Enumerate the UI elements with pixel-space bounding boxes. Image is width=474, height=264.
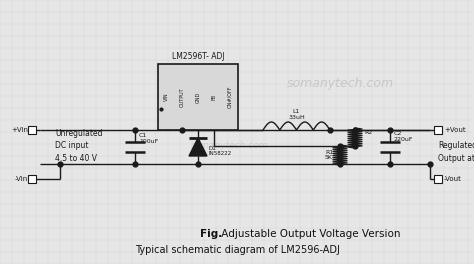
Text: R2: R2 [364,130,372,135]
Text: Fig.: Fig. [200,229,222,239]
Bar [434,175,442,183]
Text: +Vin: +Vin [11,127,28,133]
Text: -Vin: -Vin [15,176,28,182]
Text: R1
5K: R1 5K [325,150,333,161]
Text: Typical schematic diagram of LM2596-ADJ: Typical schematic diagram of LM2596-ADJ [135,245,339,255]
Text: somanytech.com: somanytech.com [191,142,269,150]
Polygon shape [189,138,207,156]
Text: C2
220uF: C2 220uF [394,131,413,142]
Text: -Vout: -Vout [444,176,462,182]
Bar [434,126,442,134]
Text: C1
100uF: C1 100uF [139,133,158,144]
Text: VIN: VIN [164,93,168,101]
Text: Regulated
Output at 3A Load: Regulated Output at 3A Load [438,141,474,163]
Text: Adjustable Output Voltage Version: Adjustable Output Voltage Version [218,229,401,239]
Text: +Vout: +Vout [444,127,465,133]
Text: D1
IN58222: D1 IN58222 [209,146,232,156]
Text: LM2596T- ADJ: LM2596T- ADJ [172,52,224,61]
Bar [28,175,36,183]
Text: somanytech.com: somanytech.com [286,78,393,91]
Bar [158,64,238,130]
Text: ON#/OFF: ON#/OFF [228,86,233,108]
Text: Unregulated
DC input
4.5 to 40 V: Unregulated DC input 4.5 to 40 V [55,129,102,163]
Bar [28,126,36,134]
Text: OUTPUT: OUTPUT [180,87,184,107]
Text: L1
33uH: L1 33uH [288,109,305,120]
Text: FB: FB [211,94,217,100]
Text: GND: GND [195,91,201,103]
